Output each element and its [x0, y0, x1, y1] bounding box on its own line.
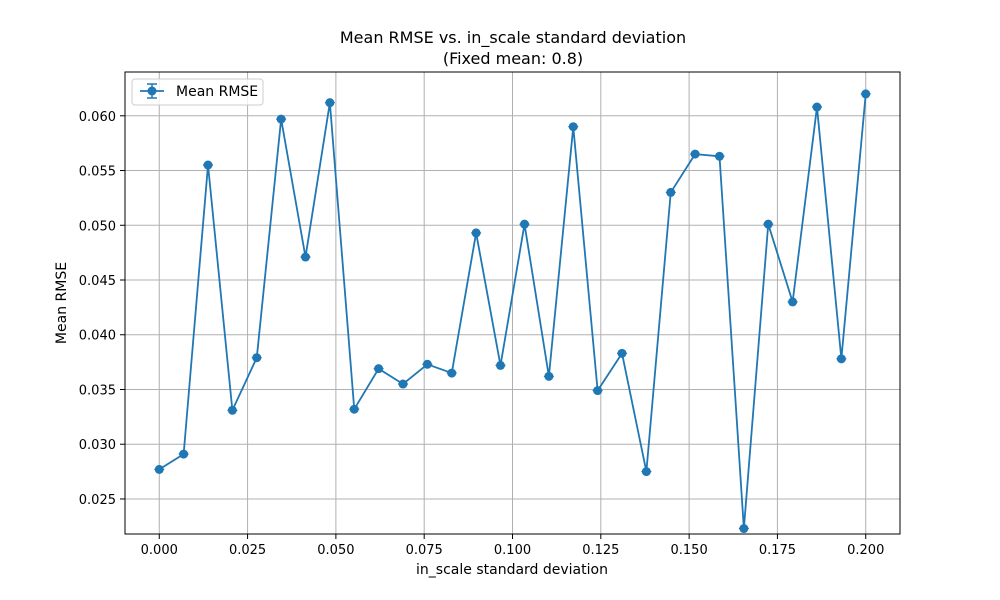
data-point — [301, 252, 311, 262]
data-point — [544, 371, 554, 381]
x-tick-label: 0.150 — [671, 543, 708, 558]
data-point — [690, 149, 700, 159]
y-tick-label: 0.025 — [79, 493, 116, 508]
data-point — [520, 219, 530, 229]
data-point — [763, 219, 773, 229]
data-point — [349, 404, 359, 414]
data-point — [447, 368, 457, 378]
data-point — [666, 187, 676, 197]
data-point — [568, 122, 578, 132]
data-point — [641, 467, 651, 477]
x-tick-label: 0.100 — [494, 543, 531, 558]
legend: Mean RMSE — [131, 78, 264, 106]
data-point — [398, 379, 408, 389]
x-axis-label: in_scale standard deviation — [416, 562, 608, 578]
legend-marker-swatch — [147, 86, 157, 96]
legend-box — [131, 78, 264, 106]
data-point — [495, 360, 505, 370]
series-line — [158, 93, 867, 530]
y-tick-label: 0.040 — [79, 329, 116, 344]
x-tick-label: 0.075 — [406, 543, 443, 558]
data-point — [422, 359, 432, 369]
x-tick-label: 0.200 — [847, 543, 884, 558]
x-tick-label: 0.000 — [141, 543, 178, 558]
x-tick-label: 0.125 — [582, 543, 619, 558]
data-point — [276, 114, 286, 124]
y-tick-label: 0.050 — [79, 219, 116, 234]
data-point — [179, 449, 189, 459]
data-point — [593, 386, 603, 396]
x-tick-label: 0.025 — [229, 543, 266, 558]
grid-lines — [125, 72, 900, 534]
data-point — [227, 405, 237, 415]
data-point — [325, 98, 335, 108]
data-point — [714, 151, 724, 161]
data-point — [374, 364, 384, 374]
data-point — [203, 160, 213, 170]
data-point — [788, 297, 798, 307]
data-point — [252, 353, 262, 363]
data-point — [812, 102, 822, 112]
y-tick-label: 0.035 — [79, 383, 116, 398]
y-tick-label: 0.030 — [79, 438, 116, 453]
legend-label: Mean RMSE — [176, 84, 258, 100]
data-point — [617, 348, 627, 358]
y-tick-label: 0.055 — [79, 165, 116, 180]
x-tick-label: 0.050 — [317, 543, 354, 558]
x-tick-label: 0.175 — [759, 543, 796, 558]
data-point — [471, 228, 481, 238]
chart-subtitle: (Fixed mean: 0.8) — [443, 49, 583, 68]
y-axis-label: Mean RMSE — [54, 262, 70, 344]
axes: 0.000 0.025 0.050 0.075 0.100 0.125 0.150 0.175… — [79, 110, 885, 558]
data-point — [739, 524, 749, 534]
data-point — [836, 354, 846, 364]
data-series — [154, 89, 871, 534]
data-point — [154, 464, 164, 474]
chart-title: Mean RMSE vs. in_scale standard deviatio… — [340, 28, 686, 48]
data-point — [861, 89, 871, 99]
y-tick-label: 0.045 — [79, 274, 116, 289]
y-tick-label: 0.060 — [79, 110, 116, 125]
plot-frame — [124, 71, 901, 535]
